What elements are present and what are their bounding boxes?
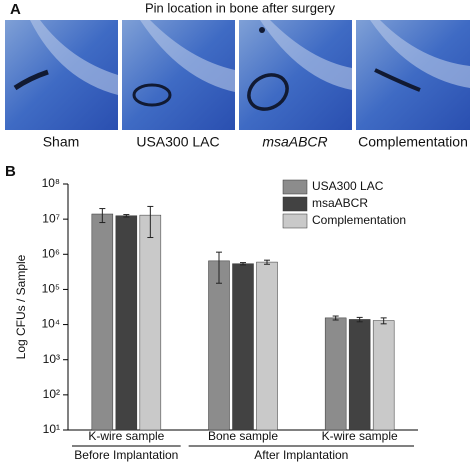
image-caption: Sham — [43, 134, 80, 150]
spot — [259, 27, 265, 33]
bar — [348, 319, 371, 431]
pin — [247, 73, 289, 111]
image-caption: msaABCR — [262, 134, 327, 150]
y-tick-label: 10¹ — [43, 422, 60, 436]
y-tick-label: 10⁶ — [42, 246, 60, 260]
pin — [132, 83, 172, 107]
bone — [140, 20, 235, 92]
bone — [30, 20, 118, 95]
legend-label: Complementation — [312, 213, 406, 227]
pin — [374, 68, 421, 92]
x-tick-label: Bone sample — [208, 429, 278, 443]
y-tick-label: 10⁵ — [42, 282, 60, 296]
y-tick-label: 10⁴ — [41, 317, 60, 331]
legend-swatch — [282, 179, 308, 195]
bar — [208, 260, 230, 431]
pin — [13, 69, 49, 91]
bar — [232, 263, 254, 431]
legend-swatch — [282, 213, 308, 229]
y-tick-label: 10⁸ — [42, 176, 60, 190]
y-tick-label: 10² — [43, 387, 60, 401]
panel-label: A — [10, 1, 21, 18]
bar — [91, 213, 114, 431]
bar — [115, 215, 138, 431]
y-tick-label: 10³ — [43, 352, 60, 366]
xray-images — [5, 20, 470, 130]
group-label: After Implantation — [254, 448, 348, 462]
image-caption: USA300 LAC — [136, 134, 219, 150]
legend-swatch — [282, 196, 308, 212]
bone — [370, 20, 470, 88]
bar — [139, 214, 162, 431]
bar — [256, 261, 278, 431]
y-axis-label: Log CFUs / Sample — [14, 254, 28, 359]
bone — [260, 20, 352, 90]
x-tick-label: K-wire sample — [322, 429, 398, 443]
bar — [372, 320, 395, 431]
panel-title: Pin location in bone after surgery — [145, 0, 336, 15]
panel-label: B — [5, 163, 16, 180]
image-caption: Complementation — [358, 134, 468, 150]
bar — [324, 317, 347, 431]
legend-label: msaABCR — [312, 196, 368, 210]
group-label: Before Implantation — [74, 448, 178, 462]
x-tick-label: K-wire sample — [88, 429, 164, 443]
y-tick-label: 10⁷ — [42, 211, 60, 225]
legend-label: USA300 LAC — [312, 179, 384, 193]
